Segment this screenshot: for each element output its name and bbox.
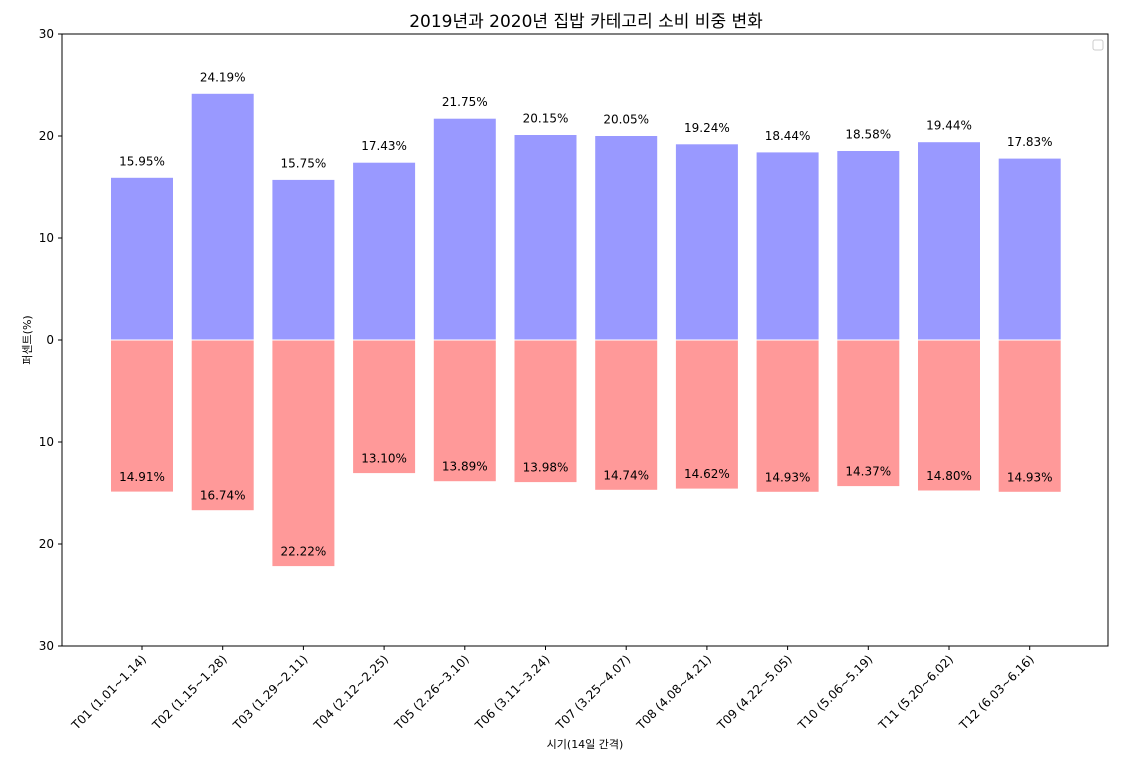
- bar-lower-6: [513, 339, 578, 484]
- bar-upper-2: [190, 92, 255, 341]
- legend-box: [1092, 39, 1104, 51]
- bar-value-label-upper-6: 20.15%: [523, 112, 569, 126]
- bar-upper-6: [513, 134, 578, 341]
- y-tick-label: 20: [39, 537, 54, 551]
- bar-upper-5: [432, 117, 497, 341]
- y-axis-label: 퍼센트(%): [21, 315, 34, 364]
- x-axis-label: 시기(14일 간격): [547, 737, 624, 751]
- y-tick-label: 30: [39, 639, 54, 653]
- x-tick-label: T05 (2.26~3.10): [391, 652, 472, 733]
- bar-value-label-lower-12: 14.93%: [1007, 470, 1053, 484]
- bar-upper-3: [271, 178, 336, 341]
- bar-value-label-upper-7: 20.05%: [603, 113, 649, 127]
- x-tick-label: T08 (4.08~4.21): [633, 652, 714, 733]
- x-tick-label: T12 (6.03~6.16): [956, 652, 1037, 733]
- y-tick-label: 30: [39, 27, 54, 41]
- bar-value-label-lower-5: 13.89%: [442, 460, 488, 474]
- bar-value-label-lower-4: 13.10%: [361, 452, 407, 466]
- x-tick-label: T03 (1.29~2.11): [230, 652, 311, 733]
- bar-value-label-upper-12: 17.83%: [1007, 135, 1053, 149]
- y-tick-label: 10: [39, 435, 54, 449]
- bar-lower-9: [755, 339, 820, 493]
- bar-lower-11: [917, 339, 981, 492]
- plot-area: 15.95% 24.19% 15.75% 17.43% 21.75% 20.15% 20.0…: [110, 70, 1062, 568]
- bar-value-label-upper-3: 15.75%: [281, 156, 327, 170]
- x-tick-label: T04 (2.12~2.25): [310, 652, 391, 733]
- bar-lower-8: [674, 339, 739, 490]
- y-tick-label: 10: [39, 231, 54, 245]
- x-tick-label: T11 (5.20~6.02): [875, 652, 956, 733]
- bar-value-label-upper-4: 17.43%: [361, 139, 407, 153]
- x-tick-label: T06 (3.11~3.24): [472, 652, 553, 733]
- bar-value-label-lower-1: 14.91%: [119, 470, 165, 484]
- bar-upper-9: [755, 151, 820, 341]
- bar-upper-7: [594, 135, 659, 341]
- x-tick-label: T09 (4.22~5.05): [714, 652, 795, 733]
- bar-lower-7: [594, 339, 659, 491]
- bar-value-label-lower-2: 16.74%: [200, 489, 246, 503]
- bar-upper-1: [110, 176, 174, 341]
- bar-upper-8: [674, 143, 739, 341]
- y-tick-label: 0: [46, 333, 54, 347]
- bar-value-label-upper-2: 24.19%: [200, 70, 246, 84]
- bar-lower-1: [110, 339, 174, 493]
- x-tick-label: T07 (3.25~4.07): [553, 652, 634, 733]
- bar-value-label-lower-6: 13.98%: [523, 461, 569, 475]
- bar-lower-10: [836, 339, 901, 488]
- bar-lower-12: [997, 339, 1062, 493]
- bar-value-label-lower-11: 14.80%: [926, 469, 972, 483]
- bar-upper-4: [352, 161, 417, 341]
- x-tick-label: T10 (5.06~5.19): [795, 652, 876, 733]
- x-tick-label: T01 (1.01~1.14): [68, 652, 149, 733]
- bar-value-label-upper-1: 15.95%: [119, 154, 165, 168]
- y-axis: 30 20 10 0 10 20 30: [39, 27, 62, 653]
- bar-value-label-upper-5: 21.75%: [442, 95, 488, 109]
- bar-value-label-upper-9: 18.44%: [765, 129, 811, 143]
- bar-value-label-upper-11: 19.44%: [926, 119, 972, 133]
- bar-value-label-lower-9: 14.93%: [765, 470, 811, 484]
- bar-value-label-lower-7: 14.74%: [603, 468, 649, 482]
- bar-value-label-lower-10: 14.37%: [845, 465, 891, 479]
- bar-upper-12: [997, 157, 1062, 341]
- bar-lower-4: [352, 339, 417, 475]
- bar-value-label-lower-8: 14.62%: [684, 467, 730, 481]
- x-tick-label: T02 (1.15~1.28): [149, 652, 230, 733]
- y-tick-label: 20: [39, 129, 54, 143]
- bar-value-label-upper-10: 18.58%: [845, 128, 891, 142]
- bar-value-label-upper-8: 19.24%: [684, 121, 730, 135]
- bar-upper-10: [836, 150, 901, 341]
- bar-lower-2: [190, 339, 255, 512]
- bar-lower-3: [271, 339, 336, 568]
- chart-title: 2019년과 2020년 집밥 카테고리 소비 비중 변화: [409, 12, 763, 32]
- bar-lower-5: [432, 339, 497, 483]
- bar-upper-11: [917, 141, 981, 341]
- bar-value-label-lower-3: 22.22%: [281, 545, 327, 559]
- x-axis: T01 (1.01~1.14) T02 (1.15~1.28) T03 (1.29~…: [68, 646, 1037, 733]
